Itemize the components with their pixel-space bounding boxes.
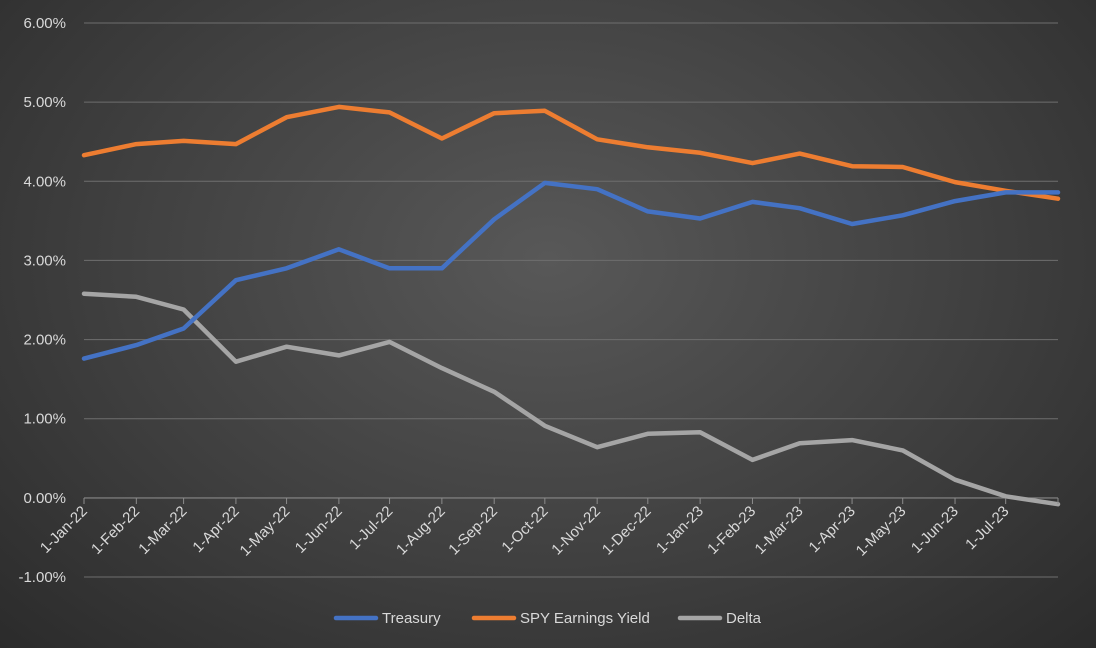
x-tick-label: 1-Mar-23 bbox=[752, 503, 807, 558]
legend-label: SPY Earnings Yield bbox=[520, 610, 650, 627]
x-tick-label: 1-Nov-22 bbox=[548, 503, 604, 559]
x-axis-ticks: 1-Jan-221-Feb-221-Mar-22 1-Apr-221-May-22… bbox=[37, 498, 1059, 560]
x-tick-label: 1-Apr-23 bbox=[806, 503, 859, 556]
x-tick-label: 1-Feb-23 bbox=[704, 503, 759, 558]
y-tick-label: 3.00% bbox=[23, 252, 66, 269]
x-tick-label: 1-Feb-22 bbox=[88, 503, 143, 558]
x-tick-label: 1-May-22 bbox=[237, 503, 294, 560]
y-tick-label: 6.00% bbox=[23, 15, 66, 32]
y-tick-label: 4.00% bbox=[23, 173, 66, 190]
x-tick-label: 1-Aug-22 bbox=[393, 503, 449, 559]
x-tick-label: 1-Oct-22 bbox=[498, 503, 551, 556]
x-tick-label: 1-Apr-22 bbox=[189, 503, 242, 556]
x-tick-label: 1-Sep-22 bbox=[445, 503, 501, 559]
y-axis-ticks: 6.00% 5.00% 4.00% 3.00% 2.00% 1.00% 0.00% -1.00… bbox=[18, 15, 66, 586]
legend-label: Delta bbox=[726, 610, 762, 627]
x-tick-label: 1-Dec-22 bbox=[599, 503, 655, 559]
x-tick-label: 1-Jun-23 bbox=[908, 503, 962, 557]
x-tick-label: 1-Mar-22 bbox=[135, 503, 190, 558]
series-line-delta bbox=[81, 291, 1061, 507]
series-line-spy-earnings-yield bbox=[81, 104, 1061, 201]
series-lines bbox=[81, 104, 1061, 507]
y-tick-label: -1.00% bbox=[18, 569, 66, 586]
x-tick-label: 1-Jul-22 bbox=[346, 503, 396, 553]
x-tick-label: 1-May-23 bbox=[853, 503, 910, 560]
y-tick-label: 0.00% bbox=[23, 490, 66, 507]
x-tick-label: 1-Jan-22 bbox=[37, 503, 91, 557]
gridlines bbox=[84, 22, 1058, 578]
legend: Treasury SPY Earnings Yield Delta bbox=[333, 610, 762, 627]
x-tick-label: 1-Jan-23 bbox=[653, 503, 707, 557]
x-tick-label: 1-Jul-23 bbox=[962, 503, 1012, 553]
series-line-treasury bbox=[81, 180, 1061, 361]
y-tick-label: 5.00% bbox=[23, 94, 66, 111]
x-tick-label: 1-Jun-22 bbox=[292, 503, 346, 557]
y-tick-label: 2.00% bbox=[23, 332, 66, 349]
legend-label: Treasury bbox=[382, 610, 441, 627]
y-tick-label: 1.00% bbox=[23, 411, 66, 428]
